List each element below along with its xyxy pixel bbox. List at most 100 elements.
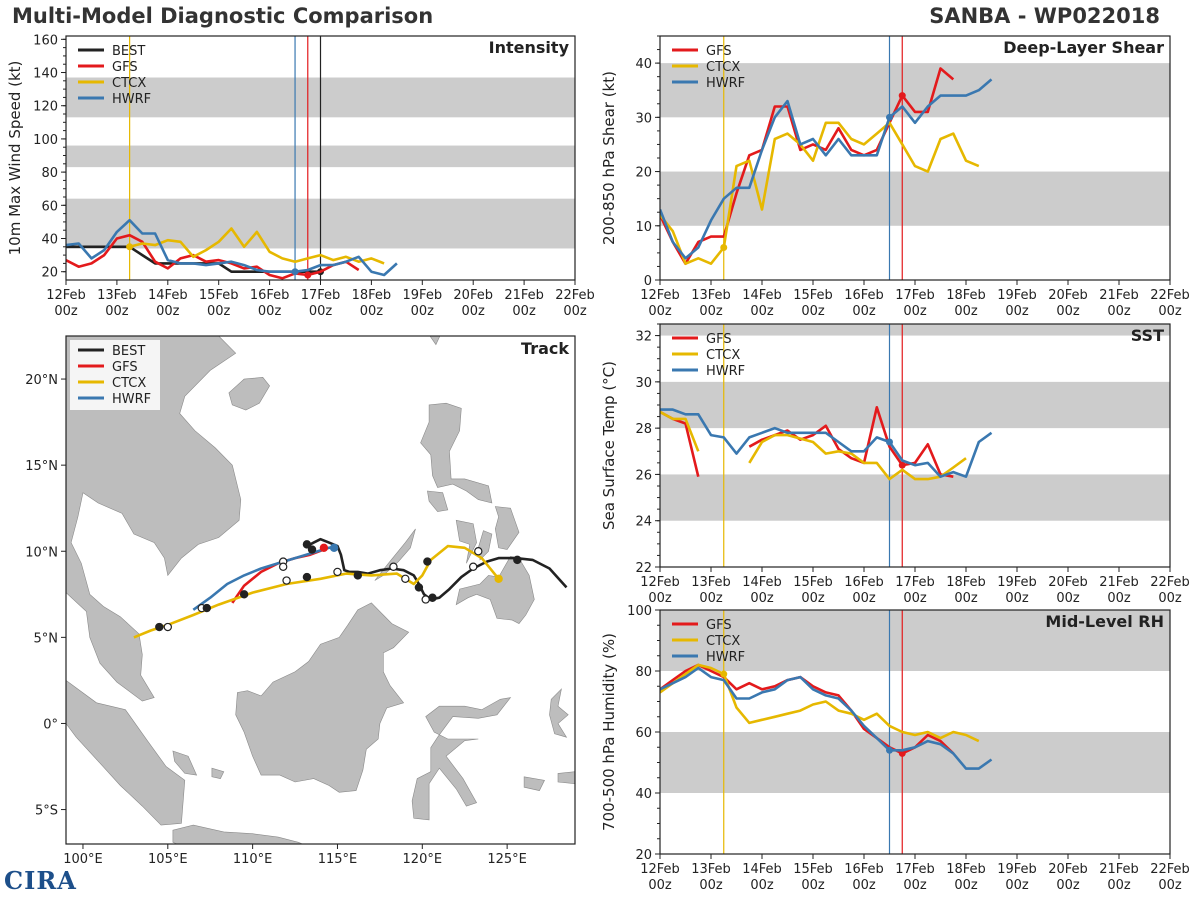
shear-xtick-sublabel: 00z	[954, 304, 978, 319]
shear-xtick-sublabel: 00z	[750, 304, 774, 319]
shear-legend-label: HWRF	[706, 76, 745, 91]
intensity-xtick-label: 18Feb	[352, 288, 392, 303]
sst-xtick-label: 18Feb	[946, 575, 986, 590]
sst-xtick-sublabel: 00z	[903, 591, 927, 606]
land-mass	[66, 336, 242, 702]
sst-marker-gfs	[898, 461, 906, 469]
sst-legend-label: HWRF	[706, 364, 745, 379]
track-marker-best	[353, 571, 363, 580]
shear-title: Deep-Layer Shear	[1003, 38, 1164, 57]
rh-xtick-label: 13Feb	[691, 862, 731, 877]
page-title: Multi-Model Diagnostic Comparison	[12, 4, 434, 28]
track-lon-label: 100°E	[63, 852, 103, 867]
sst-marker-hwrf	[886, 438, 893, 446]
intensity-ytick-label: 160	[33, 33, 58, 48]
sst-line-hwrf	[660, 408, 993, 479]
shear-xtick-label: 17Feb	[895, 288, 935, 303]
land-mass	[420, 402, 493, 504]
rh-ytick-label: 80	[635, 665, 652, 680]
track-map-group	[66, 336, 575, 844]
sst-xtick-sublabel: 00z	[954, 591, 978, 606]
rh-xtick-sublabel: 00z	[1158, 878, 1182, 893]
intensity-ylabel: 10m Max Wind Speed (kt)	[6, 61, 24, 256]
shear-marker-ctcx	[720, 243, 728, 251]
shear-xtick-label: 19Feb	[997, 288, 1037, 303]
land-mass	[455, 556, 535, 624]
track-marker-best	[423, 557, 432, 566]
track-lat-label: 20°N	[25, 373, 58, 388]
shear-xtick-sublabel: 00z	[648, 304, 672, 319]
sst-title: SST	[1131, 326, 1164, 345]
rh-ytick-label: 60	[635, 726, 652, 741]
shear-xtick-label: 15Feb	[793, 288, 833, 303]
land-mass	[172, 750, 198, 776]
sst-legend-label: GFS	[706, 332, 732, 347]
shear-xtick-sublabel: 00z	[1107, 304, 1131, 319]
intensity-legend-label: BEST	[112, 44, 145, 59]
sst-band	[660, 474, 1170, 521]
intensity-panel: 2040608010012014016012Feb00z13Feb00z14Fe…	[6, 33, 595, 319]
sst-xtick-label: 22Feb	[1150, 575, 1190, 590]
rh-marker-hwrf	[886, 746, 893, 754]
intensity-xtick-sublabel: 00z	[207, 304, 231, 319]
land-mass	[411, 697, 512, 821]
intensity-xtick-sublabel: 00z	[258, 304, 282, 319]
land-mass	[494, 506, 520, 550]
intensity-xtick-label: 17Feb	[301, 288, 341, 303]
track-lat-label: 15°N	[25, 459, 58, 474]
shear-xtick-label: 21Feb	[1099, 288, 1139, 303]
rh-xtick-sublabel: 00z	[954, 878, 978, 893]
rh-marker-ctcx	[720, 670, 728, 678]
intensity-xtick-sublabel: 00z	[105, 304, 129, 319]
intensity-line-hwrf	[66, 218, 398, 277]
rh-xtick-label: 21Feb	[1099, 862, 1139, 877]
track-line-best	[306, 537, 568, 601]
track-marker-best	[513, 555, 522, 565]
track-lon-label: 105°E	[148, 852, 188, 867]
intensity-xtick-label: 13Feb	[97, 288, 137, 303]
rh-xtick-sublabel: 00z	[852, 878, 876, 893]
sst-xtick-label: 16Feb	[844, 575, 884, 590]
intensity-ytick-label: 60	[41, 199, 58, 214]
intensity-ytick-label: 140	[33, 67, 58, 82]
intensity-xtick-sublabel: 00z	[309, 304, 333, 319]
sst-xtick-sublabel: 00z	[750, 591, 774, 606]
intensity-marker-hwrf	[291, 268, 299, 276]
shear-ytick-label: 40	[635, 57, 652, 72]
shear-ytick-label: 20	[635, 166, 652, 181]
intensity-legend-label: HWRF	[112, 92, 151, 107]
shear-line-hwrf	[660, 78, 993, 260]
rh-ylabel: 700-500 hPa Humidity (%)	[600, 633, 618, 831]
shear-xtick-label: 13Feb	[691, 288, 731, 303]
sst-xtick-sublabel: 00z	[1005, 591, 1029, 606]
rh-ytick-label: 20	[635, 848, 652, 863]
track-marker-best	[389, 562, 398, 571]
intensity-xtick-sublabel: 00z	[54, 304, 78, 319]
track-marker-best	[421, 595, 430, 604]
track-marker-best	[278, 562, 288, 571]
sst-xtick-label: 21Feb	[1099, 575, 1139, 590]
track-legend-label: HWRF	[112, 392, 151, 407]
track-lat-label: 10°N	[25, 545, 58, 560]
shear-ylabel: 200-850 hPa Shear (kt)	[600, 71, 618, 245]
shear-xtick-sublabel: 00z	[1158, 304, 1182, 319]
rh-band	[660, 610, 1170, 671]
intensity-ytick-label: 100	[33, 133, 58, 148]
sst-ytick-label: 22	[635, 561, 652, 576]
sst-xtick-sublabel: 00z	[1158, 591, 1182, 606]
rh-xtick-label: 16Feb	[844, 862, 884, 877]
sst-ytick-label: 30	[635, 376, 652, 391]
shear-xtick-label: 16Feb	[844, 288, 884, 303]
rh-ytick-label: 100	[627, 604, 652, 619]
rh-xtick-sublabel: 00z	[903, 878, 927, 893]
rh-xtick-sublabel: 00z	[801, 878, 825, 893]
shear-ytick-label: 0	[644, 274, 652, 289]
intensity-xtick-sublabel: 00z	[411, 304, 435, 319]
track-lon-label: 125°E	[487, 852, 527, 867]
shear-series-group	[660, 67, 993, 266]
track-legend-label: CTCX	[112, 376, 146, 391]
rh-xtick-sublabel: 00z	[1107, 878, 1131, 893]
intensity-ytick-label: 120	[33, 100, 58, 115]
sst-ytick-label: 26	[635, 468, 652, 483]
rh-xtick-label: 12Feb	[640, 862, 680, 877]
